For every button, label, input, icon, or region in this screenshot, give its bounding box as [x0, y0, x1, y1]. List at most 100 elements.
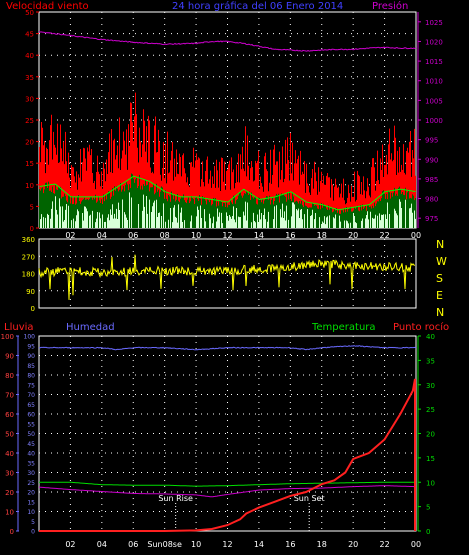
y-tick-label: 10	[27, 509, 35, 516]
climate-chart-frame	[38, 335, 417, 532]
y-tick-label: 30	[27, 470, 35, 477]
x-tick-label: 10	[191, 540, 201, 549]
x-tick-label: 00	[411, 231, 421, 240]
climate-x-axis: 02 04 06 Sun08se 10 12 14 16 18 20 22 00	[65, 540, 421, 549]
y-tick-label: 25	[426, 406, 435, 414]
y-tick-label: 1010	[425, 78, 443, 86]
y-tick-label: 30	[25, 95, 34, 103]
legend-humidity: Humedad	[66, 322, 115, 333]
wind-pressure-chart: Velocidad viento 24 hora gráfica del 06 …	[6, 0, 443, 240]
y-tick-label: 995	[425, 137, 438, 145]
y-tick-label: 975	[425, 215, 438, 223]
y-tick-label: 270	[22, 253, 35, 261]
sun-markers: Sun Rise Sun Set	[158, 494, 325, 531]
y-tick-label: 0	[10, 528, 14, 536]
y-tick-label: 100	[1, 333, 14, 341]
compass-label: S	[436, 272, 443, 285]
y-tick-label: 40	[5, 450, 14, 458]
y-tick-label: 1015	[425, 58, 443, 66]
compass-label: N	[436, 306, 444, 319]
y-tick-label: 80	[5, 372, 14, 380]
y-tick-label: 1025	[425, 19, 443, 27]
y-tick-label: 45	[27, 441, 35, 448]
y-tick-label: 360	[22, 236, 35, 244]
legend-dewpoint: Punto rocío	[393, 321, 449, 333]
wind-speed-area	[39, 92, 416, 228]
pressure-y-axis: 975 980 985 990 995 1000 1005 1010 1015 1020 1025	[417, 12, 443, 228]
rain-y-axis: 0 10 20 30 40 50 60 70 80 90 100	[1, 333, 19, 536]
y-tick-label: 65	[27, 402, 35, 409]
sun-marker-label: Sun Rise	[158, 494, 193, 503]
y-tick-label: 70	[5, 392, 14, 400]
y-tick-label: 990	[425, 156, 438, 164]
legend-temperature: Temperatura	[311, 322, 376, 333]
y-tick-label: 90	[27, 353, 35, 360]
rain-series	[39, 378, 416, 532]
y-tick-label: 10	[25, 182, 34, 190]
y-tick-label: 15	[426, 455, 435, 463]
y-tick-label: 95	[27, 343, 35, 350]
y-tick-label: 50	[25, 9, 34, 17]
chart-title: 24 hora gráfica del 06 Enero 2014	[172, 0, 343, 12]
climate-chart-grid	[39, 336, 417, 531]
y-tick-label: 50	[5, 431, 14, 439]
pressure-label: Presión	[372, 0, 408, 12]
y-tick-label: 40	[27, 451, 35, 458]
x-tick-label: 02	[65, 231, 75, 240]
y-tick-label: 10	[5, 509, 14, 517]
y-tick-label: 0	[31, 305, 35, 313]
direction-chart-grid	[39, 239, 417, 308]
compass-label: W	[436, 255, 447, 268]
x-tick-label: 06	[128, 540, 138, 549]
y-tick-label: 55	[27, 421, 35, 428]
y-tick-label: 0	[426, 528, 430, 536]
x-tick-label: 04	[97, 231, 107, 240]
y-tick-label: 20	[25, 139, 34, 147]
wind-speed-label: Velocidad viento	[6, 1, 89, 12]
x-tick-label: 14	[254, 231, 264, 240]
y-tick-label: 20	[5, 489, 14, 497]
x-tick-label: 18	[317, 231, 327, 240]
x-tick-label: 22	[379, 540, 389, 549]
y-tick-label: 25	[27, 480, 35, 487]
y-tick-label: 35	[426, 357, 435, 365]
y-tick-label: 5	[31, 519, 35, 526]
y-tick-label: 980	[425, 196, 438, 204]
x-tick-label: 16	[285, 231, 295, 240]
y-tick-label: 75	[27, 382, 35, 389]
y-tick-label: 30	[5, 470, 14, 478]
y-tick-label: 1000	[425, 117, 443, 125]
x-tick-label: 18	[317, 540, 327, 549]
x-tick-label: 04	[97, 540, 107, 549]
dewpoint-series	[38, 485, 416, 498]
y-tick-label: 40	[25, 52, 34, 60]
pressure-series	[38, 31, 417, 52]
x-tick-label: 10	[191, 231, 201, 240]
y-tick-label: 25	[25, 117, 34, 125]
compass-label: N	[436, 238, 444, 251]
x-tick-label: 06	[128, 231, 138, 240]
x-tick-label: 12	[222, 231, 232, 240]
x-tick-label: Sun08se	[147, 540, 182, 549]
y-tick-label: 40	[426, 333, 435, 341]
y-tick-label: 60	[5, 411, 14, 419]
y-tick-label: 90	[5, 353, 14, 361]
x-tick-label: 20	[348, 540, 358, 549]
x-tick-label: 14	[254, 540, 264, 549]
x-tick-label: 22	[379, 231, 389, 240]
y-tick-label: 15	[25, 160, 34, 168]
y-tick-label: 1020	[425, 38, 443, 46]
y-tick-label: 5	[30, 203, 34, 211]
y-tick-label: 100	[24, 334, 36, 341]
wind-direction-series	[38, 254, 416, 300]
y-tick-label: 35	[25, 74, 34, 82]
y-tick-label: 20	[27, 490, 35, 497]
y-tick-label: 70	[27, 392, 35, 399]
y-tick-label: 1005	[425, 97, 443, 105]
x-tick-label: 00	[411, 540, 421, 549]
y-tick-label: 85	[27, 363, 35, 370]
x-tick-label: 08	[160, 231, 170, 240]
